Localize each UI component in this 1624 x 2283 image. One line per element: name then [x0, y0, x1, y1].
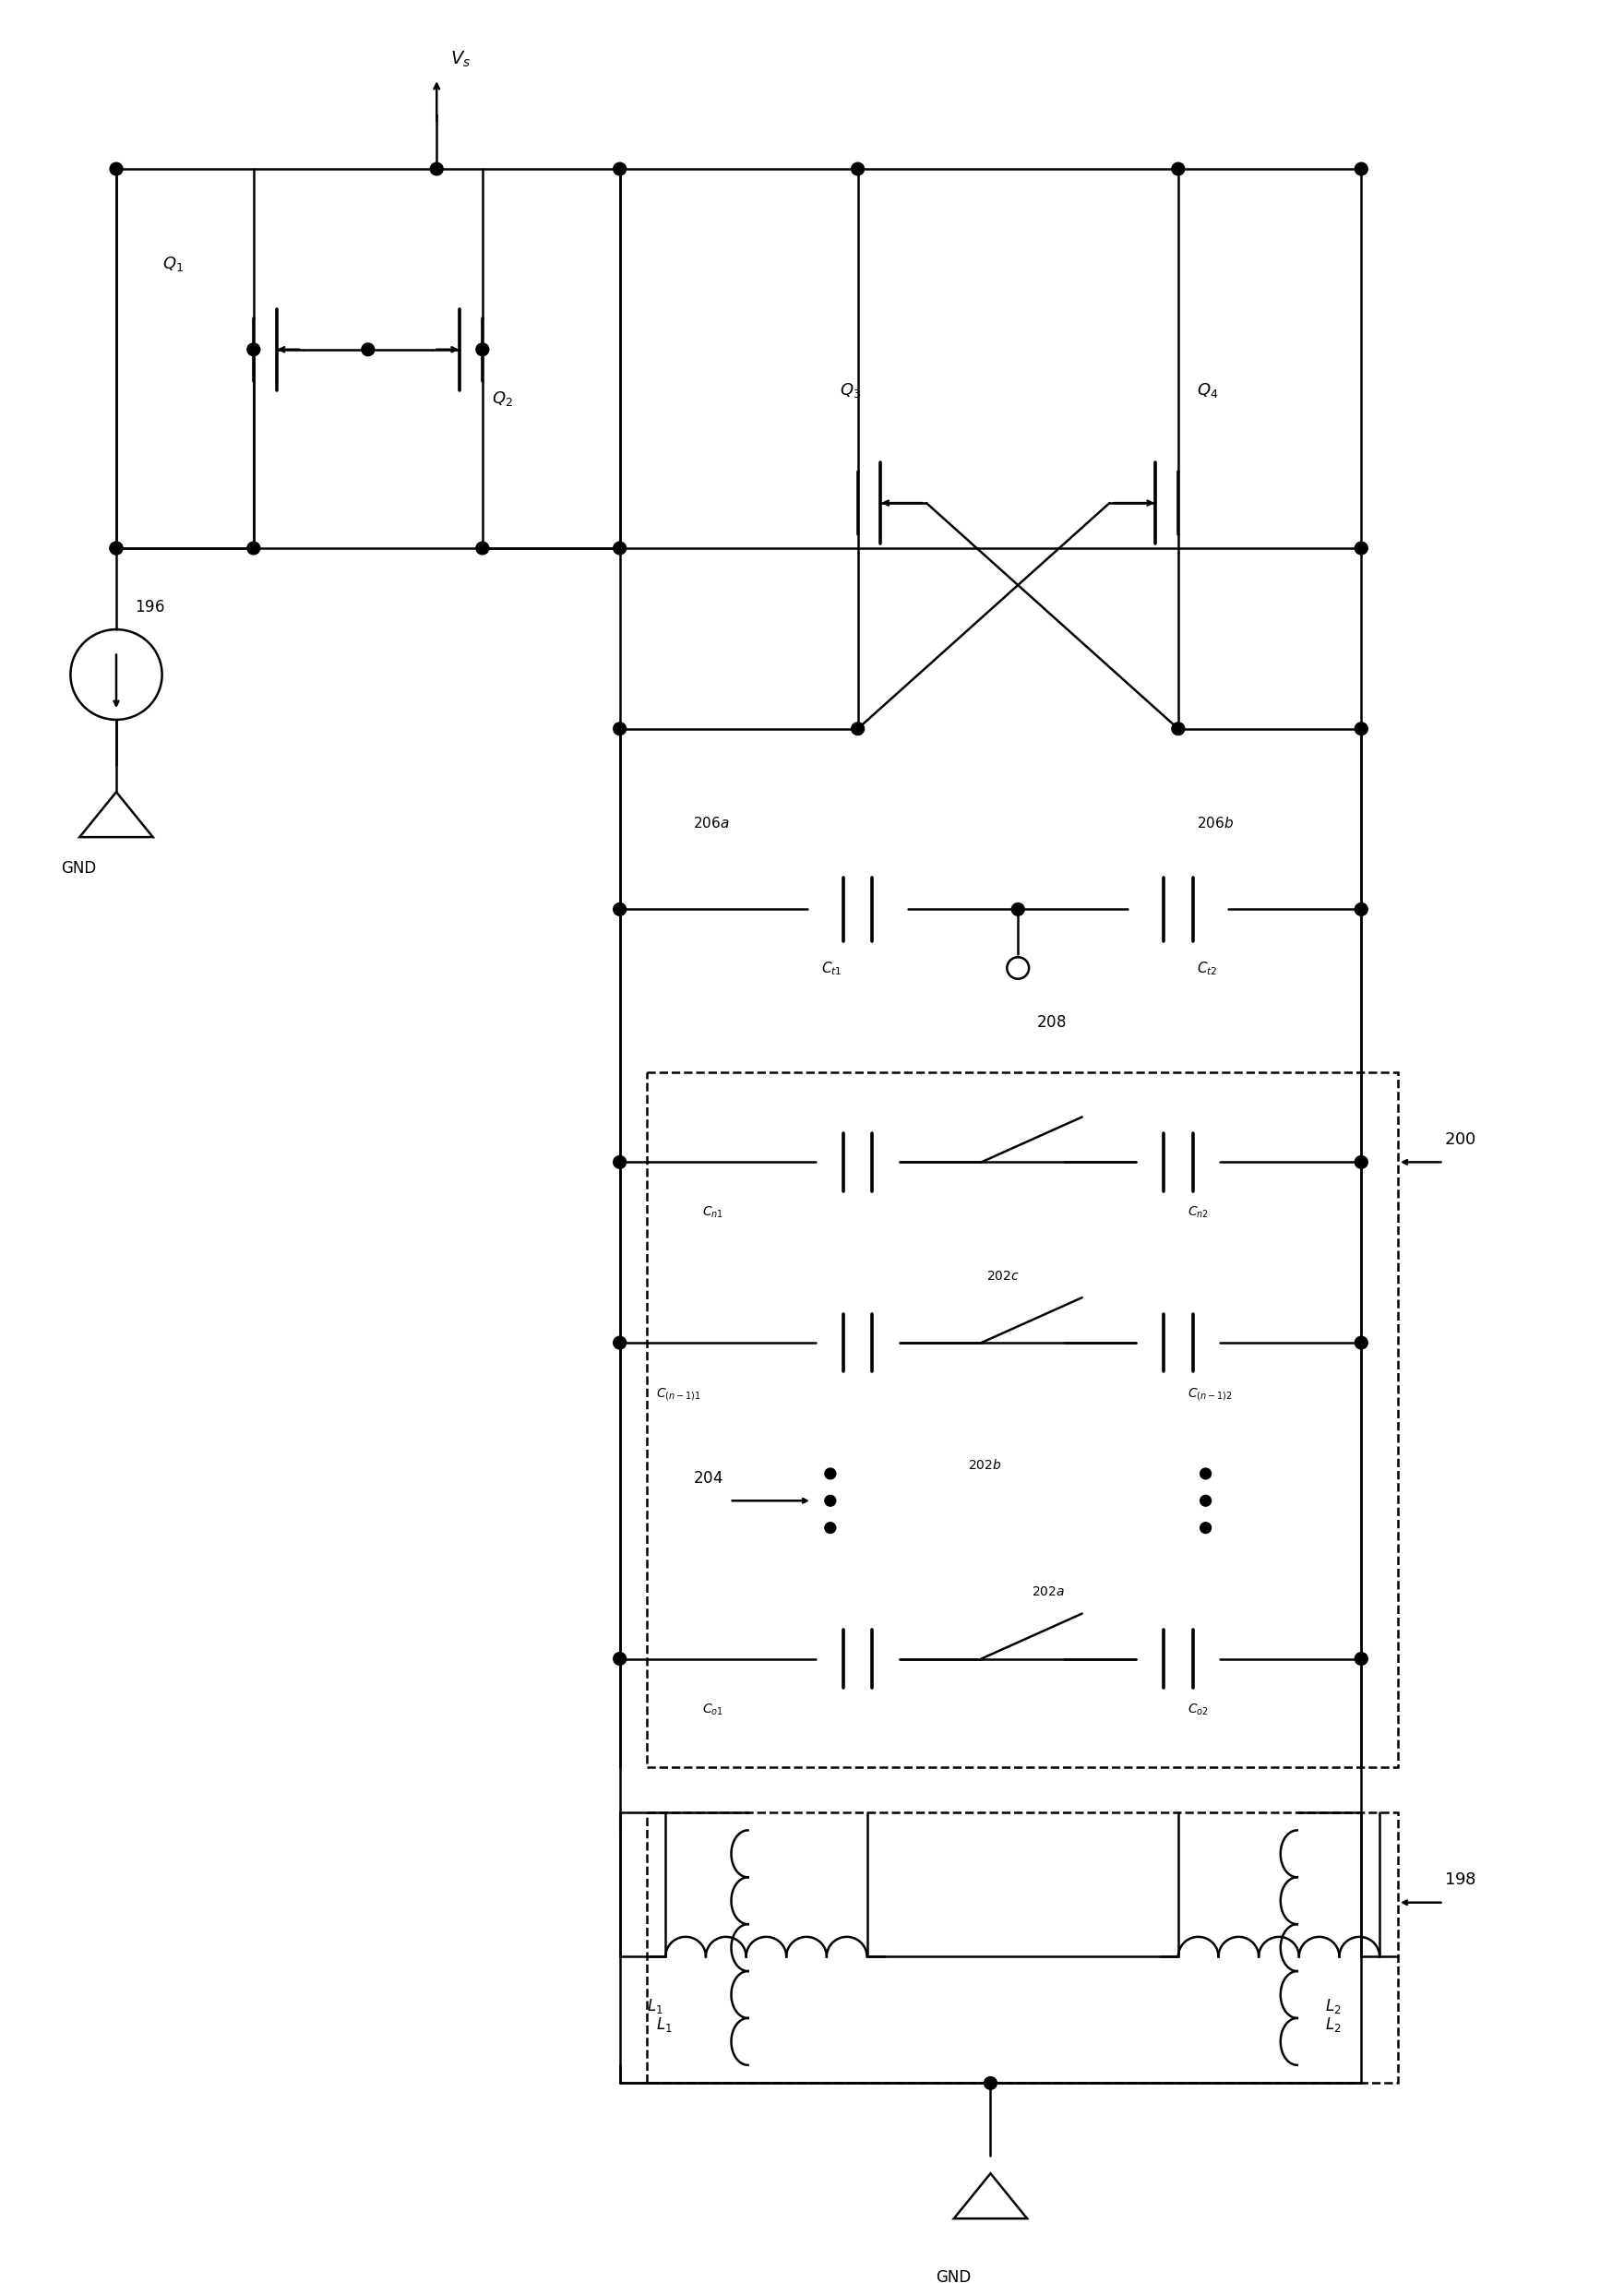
Circle shape [1354, 1155, 1367, 1169]
Circle shape [984, 2078, 997, 2089]
Circle shape [614, 1155, 627, 1169]
Text: $206a$: $206a$ [693, 815, 729, 831]
Bar [648, 1071, 1398, 1767]
Circle shape [1354, 721, 1367, 735]
Circle shape [851, 162, 864, 176]
Text: $L_1$: $L_1$ [656, 2016, 672, 2034]
Circle shape [614, 162, 627, 176]
Text: $C_{t1}$: $C_{t1}$ [822, 959, 841, 977]
Text: $202c$: $202c$ [986, 1269, 1020, 1283]
Circle shape [1354, 162, 1367, 176]
Circle shape [614, 904, 627, 915]
Circle shape [110, 162, 123, 176]
Text: $206b$: $206b$ [1197, 815, 1234, 831]
Bar [648, 1813, 1398, 2082]
Circle shape [476, 541, 489, 555]
Circle shape [1200, 1468, 1212, 1479]
Text: $L_1$: $L_1$ [648, 1998, 664, 2016]
Circle shape [1354, 904, 1367, 915]
Text: $198$: $198$ [1444, 1872, 1476, 1888]
Text: $C_{t2}$: $C_{t2}$ [1197, 959, 1218, 977]
Text: $200$: $200$ [1444, 1130, 1476, 1148]
Text: $C_{n1}$: $C_{n1}$ [702, 1205, 723, 1221]
Circle shape [1173, 721, 1184, 735]
Text: $208$: $208$ [1036, 1014, 1067, 1030]
Circle shape [1354, 1336, 1367, 1349]
Text: $Q_1$: $Q_1$ [162, 253, 184, 274]
Circle shape [110, 541, 123, 555]
Circle shape [1173, 162, 1184, 176]
Circle shape [851, 721, 864, 735]
Circle shape [476, 342, 489, 356]
Circle shape [614, 1336, 627, 1349]
Text: GND: GND [62, 861, 97, 877]
Text: $L_2$: $L_2$ [1325, 1998, 1341, 2016]
Circle shape [1007, 957, 1030, 979]
Circle shape [247, 541, 260, 555]
Text: GND: GND [935, 2269, 971, 2283]
Text: $L_2$: $L_2$ [1325, 2016, 1341, 2034]
Text: $202a$: $202a$ [1031, 1584, 1065, 1598]
Circle shape [1200, 1495, 1212, 1507]
Text: $204$: $204$ [693, 1470, 723, 1486]
Circle shape [1354, 541, 1367, 555]
Circle shape [825, 1468, 836, 1479]
Circle shape [1012, 904, 1025, 915]
Text: $C_{o2}$: $C_{o2}$ [1187, 1701, 1208, 1717]
Circle shape [825, 1495, 836, 1507]
Circle shape [614, 1653, 627, 1664]
Circle shape [614, 541, 627, 555]
Text: $C_{n2}$: $C_{n2}$ [1187, 1205, 1208, 1221]
Circle shape [825, 1523, 836, 1534]
Circle shape [362, 342, 375, 356]
Text: $196$: $196$ [135, 598, 164, 614]
Circle shape [247, 342, 260, 356]
Circle shape [430, 162, 443, 176]
Text: $Q_2$: $Q_2$ [492, 390, 513, 409]
Text: $Q_4$: $Q_4$ [1197, 381, 1218, 400]
Text: $V_s$: $V_s$ [450, 50, 471, 68]
Text: $C_{o1}$: $C_{o1}$ [702, 1701, 723, 1717]
Text: $C_{(n-1)2}$: $C_{(n-1)2}$ [1187, 1386, 1233, 1402]
Text: $C_{(n-1)1}$: $C_{(n-1)1}$ [656, 1386, 702, 1402]
Text: $Q_3$: $Q_3$ [840, 381, 861, 400]
Circle shape [110, 541, 123, 555]
Circle shape [1200, 1523, 1212, 1534]
Circle shape [1354, 1653, 1367, 1664]
Text: $202b$: $202b$ [968, 1459, 1002, 1473]
Circle shape [614, 721, 627, 735]
